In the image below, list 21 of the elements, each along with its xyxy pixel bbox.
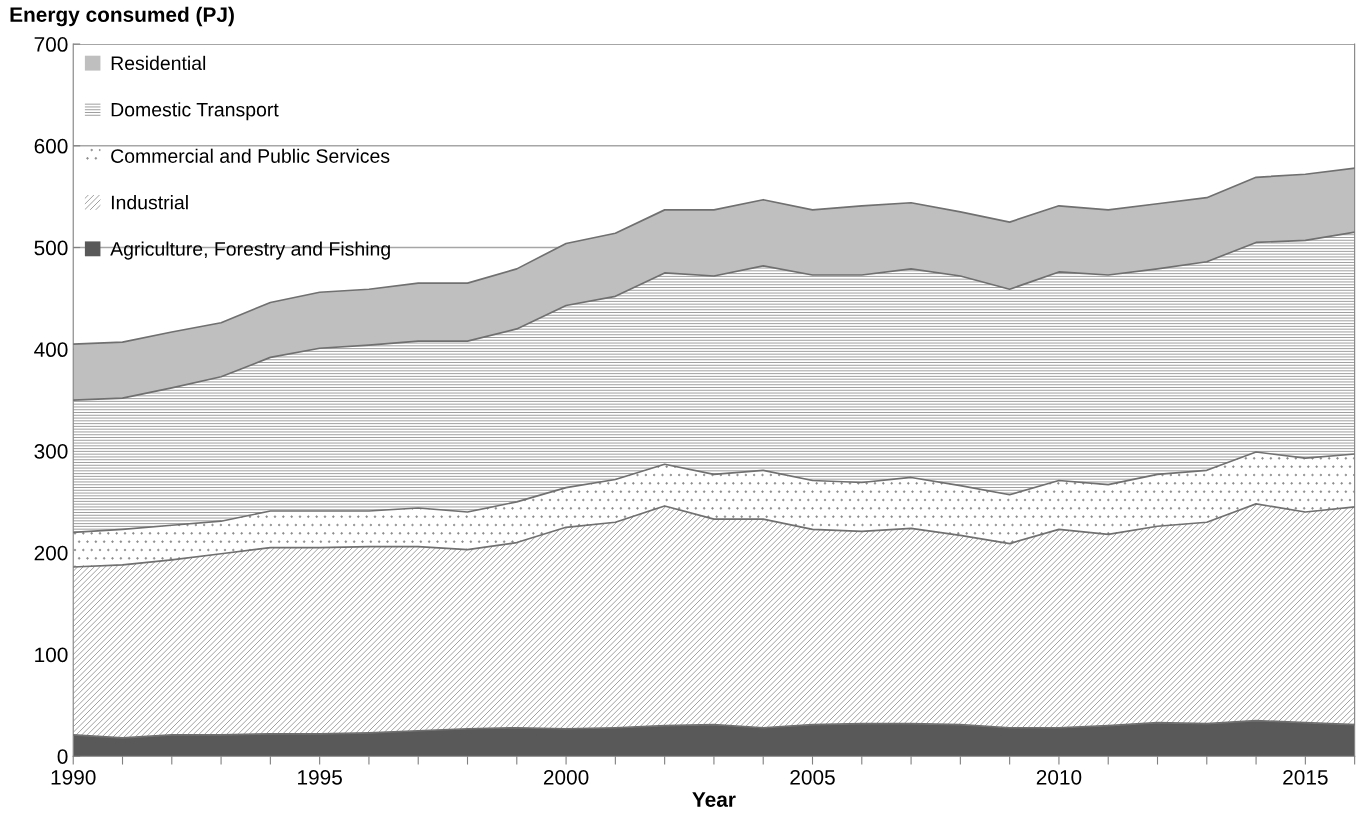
legend-label: Industrial [111,195,188,210]
y-tick-label: 600 [34,138,68,154]
legend-label: Residential [111,55,206,71]
y-tick-label: 700 [34,37,68,52]
x-tick-label: 1990 [51,769,96,785]
y-tick-label: 0 [57,749,68,764]
x-tick-label: 2015 [1283,769,1328,785]
y-tick-label: 400 [34,342,68,358]
y-tick-label: 200 [34,545,68,561]
y-tick-label: 300 [34,444,68,459]
x-tick-label: 2010 [1036,769,1082,785]
x-axis-title: Year [692,792,736,807]
legend-label: Agriculture, Forestry and Fishing [110,241,390,260]
legend-label: Domestic Transport [111,102,279,121]
y-axis-title: Energy consumed (PJ) [10,6,234,27]
legend-label: Commercial and Public Services [111,148,390,163]
y-tick-label: 100 [35,647,68,663]
x-tick-label: 2005 [790,769,835,785]
x-tick-label: 1995 [298,769,342,785]
x-tick-label: 2000 [543,769,589,785]
y-tick-label: 500 [34,240,68,256]
